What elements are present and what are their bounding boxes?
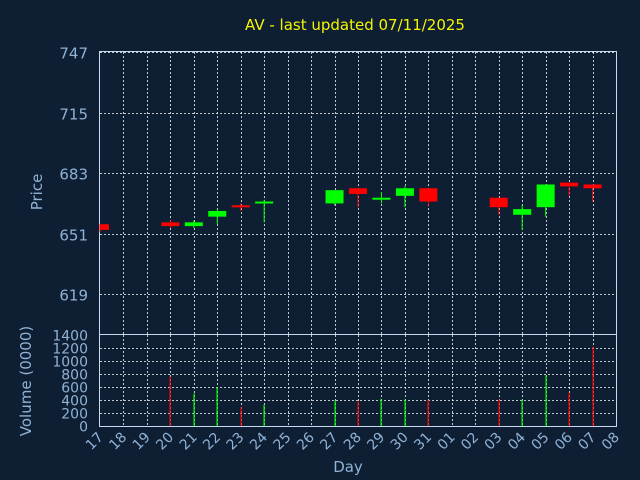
price-tick-label: 619: [59, 287, 88, 305]
candle-body: [184, 222, 203, 227]
x-tick-label: 27: [317, 430, 341, 454]
candle-body: [255, 201, 274, 204]
candle-body: [536, 184, 555, 208]
volume-tick-label: 1000: [52, 355, 88, 371]
chart-title: AV - last updated 07/11/2025: [245, 16, 465, 34]
candle-body: [419, 188, 438, 202]
volume-tick-label: 1400: [52, 329, 88, 345]
candle-body: [161, 222, 180, 227]
candle-body: [349, 188, 367, 194]
volume-bars: [169, 346, 594, 426]
x-tick-label: 07: [575, 430, 599, 454]
candle-body: [208, 210, 227, 217]
candle-body: [513, 209, 532, 215]
price-tick-label: 715: [59, 106, 88, 124]
x-tick-label: 21: [177, 430, 201, 454]
volume-bar: [380, 398, 382, 426]
x-tick-label: 18: [106, 430, 130, 454]
x-tick-label: 06: [552, 429, 576, 453]
volume-tick-label: 1200: [52, 342, 88, 358]
volume-bar: [498, 399, 500, 426]
volume-bar: [545, 375, 547, 426]
price-axis-label: Price: [28, 174, 46, 211]
volume-bar: [334, 400, 336, 426]
volume-tick-label: 200: [61, 407, 88, 423]
volume-bar: [427, 400, 429, 426]
x-tick-label: 01: [435, 430, 459, 454]
candle-body: [325, 190, 344, 204]
x-tick-label: 02: [458, 430, 482, 454]
x-tick-label: 30: [388, 430, 412, 454]
x-tick-labels: 17 18 19 20 21 22 23 24 25 26 27 28 29 30 31 01 02 03 04 05…: [83, 429, 623, 453]
candle-body: [372, 197, 391, 200]
volume-bar: [521, 399, 523, 426]
price-tick-label: 651: [59, 227, 88, 245]
x-tick-label: 03: [482, 430, 506, 454]
candle-body: [395, 188, 414, 196]
volume-tick-label: 800: [61, 368, 88, 384]
volume-bar: [592, 346, 594, 426]
candle-body: [231, 205, 250, 208]
x-tick-label: 20: [153, 430, 177, 454]
volume-bar: [169, 376, 171, 426]
x-tick-label: 05: [529, 430, 553, 454]
price-tick-labels: 619 651 683 715 747: [59, 45, 88, 305]
x-tick-label: 19: [130, 430, 154, 454]
x-axis-label: Day: [333, 458, 363, 476]
volume-bar: [568, 392, 570, 426]
volume-bar: [263, 404, 265, 426]
candles: [99, 182, 602, 232]
volume-tick-label: 400: [61, 394, 88, 410]
x-tick-label: 08: [599, 430, 623, 454]
x-tick-label: 25: [271, 430, 295, 454]
price-tick-label: 683: [59, 166, 88, 184]
price-tick-label: 747: [59, 45, 88, 63]
volume-grid: [100, 335, 616, 426]
volume-bar: [216, 387, 218, 426]
volume-plot-frame: [99, 334, 617, 427]
candle-body: [100, 224, 109, 230]
volume-bar: [193, 393, 195, 426]
x-tick-label: 04: [505, 429, 529, 453]
volume-bar: [404, 399, 406, 426]
candle-body: [583, 184, 602, 189]
volume-bar: [240, 407, 242, 426]
x-tick-label: 29: [364, 430, 388, 454]
x-tick-label: 26: [294, 429, 318, 453]
volume-axis-label: Volume (0000): [17, 326, 35, 436]
x-tick-label: 22: [200, 430, 224, 454]
x-tick-label: 28: [341, 430, 365, 454]
volume-bar: [357, 401, 359, 426]
volume-tick-label: 600: [61, 381, 88, 397]
x-tick-label: 23: [224, 430, 248, 454]
candle-body: [560, 182, 579, 187]
x-tick-label: 31: [411, 430, 435, 454]
volume-tick-label: 0: [79, 420, 88, 436]
candle-body: [489, 197, 508, 208]
x-tick-label: 24: [247, 429, 271, 453]
